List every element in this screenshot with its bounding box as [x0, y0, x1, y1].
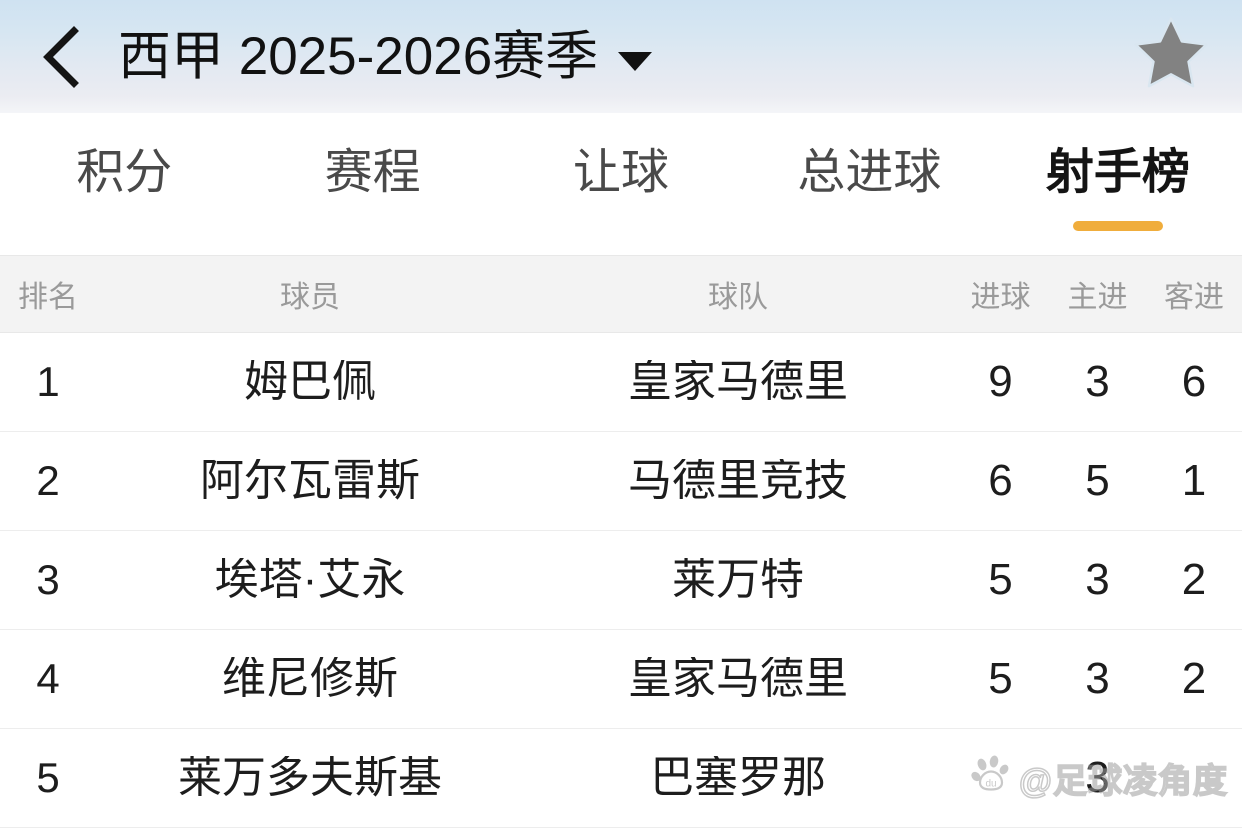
cell-player: 埃塔·艾永 — [214, 558, 406, 602]
tab-label: 射手榜 — [1045, 146, 1190, 199]
column-header-rank: 排名 — [18, 281, 78, 314]
table-header-row: 排名 球员 球队 进球 主进 客进 — [0, 255, 1242, 333]
tab-bar: 积分 赛程 让球 总进球 射手榜 — [0, 113, 1242, 255]
column-header-team: 球队 — [708, 281, 768, 314]
cell-goals: 5 — [988, 657, 1013, 701]
tab-label: 赛程 — [324, 146, 421, 199]
cell-home-goals: 3 — [1085, 360, 1110, 404]
tab-label: 让球 — [573, 146, 670, 199]
cell-home-goals: 5 — [1085, 459, 1110, 503]
table-row[interactable]: 1 姆巴佩 皇家马德里 9 3 6 — [0, 333, 1242, 432]
cell-goals: 6 — [988, 459, 1013, 503]
cell-rank: 3 — [36, 559, 60, 601]
cell-team: 马德里竞技 — [628, 459, 848, 503]
tab-active-indicator — [1072, 221, 1163, 231]
cell-rank: 4 — [36, 658, 60, 700]
table-row[interactable]: 2 阿尔瓦雷斯 马德里竞技 6 5 1 — [0, 432, 1242, 531]
cell-home-goals: 3 — [1085, 756, 1110, 800]
column-header-away-goals: 客进 — [1164, 281, 1224, 314]
cell-away-goals: 2 — [1181, 657, 1207, 701]
cell-goals: 5 — [988, 558, 1013, 602]
cell-player: 姆巴佩 — [244, 360, 376, 404]
tab-handicap[interactable]: 让球 — [497, 113, 745, 255]
cell-home-goals: 3 — [1085, 657, 1110, 701]
table-row[interactable]: 4 维尼修斯 皇家马德里 5 3 2 — [0, 630, 1242, 729]
column-header-home-goals: 主进 — [1067, 281, 1128, 314]
table-row[interactable]: 3 埃塔·艾永 莱万特 5 3 2 — [0, 531, 1242, 630]
cell-player: 阿尔瓦雷斯 — [200, 459, 420, 503]
cell-home-goals: 3 — [1085, 558, 1110, 602]
cell-away-goals: 1 — [1181, 459, 1207, 503]
cell-rank: 1 — [36, 361, 60, 403]
back-button[interactable] — [38, 23, 96, 91]
tab-label: 积分 — [76, 146, 173, 199]
cell-rank: 5 — [36, 757, 60, 799]
tab-top-scorers[interactable]: 射手榜 — [994, 113, 1242, 255]
cell-rank: 2 — [36, 460, 60, 502]
cell-player: 维尼修斯 — [222, 657, 398, 701]
column-header-goals: 进球 — [970, 281, 1031, 314]
tab-total-goals[interactable]: 总进球 — [745, 113, 993, 255]
tab-fixtures[interactable]: 赛程 — [248, 113, 496, 255]
tab-standings[interactable]: 积分 — [0, 113, 248, 255]
season-selector[interactable]: 西甲 2025-2026赛季 — [118, 27, 653, 86]
baidu-paw-icon: du — [971, 755, 1013, 801]
favorite-button[interactable] — [1128, 14, 1214, 100]
cell-team: 莱万特 — [672, 558, 804, 602]
cell-team: 巴塞罗那 — [650, 756, 826, 800]
app-header: 西甲 2025-2026赛季 — [0, 0, 1242, 113]
chevron-left-icon — [38, 25, 84, 89]
cell-away-goals: 2 — [1181, 558, 1207, 602]
page-title: 西甲 2025-2026赛季 — [118, 27, 599, 86]
column-header-player: 球员 — [280, 281, 340, 314]
star-icon — [1129, 12, 1213, 101]
caret-down-icon — [618, 52, 653, 71]
table-row[interactable]: 5 莱万多夫斯基 巴塞罗那 3 du @足球凌角度 — [0, 729, 1242, 828]
cell-away-goals: 6 — [1181, 360, 1207, 404]
tab-label: 总进球 — [797, 146, 942, 199]
cell-player: 莱万多夫斯基 — [178, 756, 442, 800]
svg-text:du: du — [985, 779, 996, 790]
cell-team: 皇家马德里 — [628, 360, 848, 404]
top-scorers-table: 排名 球员 球队 进球 主进 客进 1 姆巴佩 皇家马德里 9 3 6 2 阿尔… — [0, 255, 1242, 828]
cell-goals: 9 — [988, 360, 1013, 404]
cell-team: 皇家马德里 — [628, 657, 848, 701]
